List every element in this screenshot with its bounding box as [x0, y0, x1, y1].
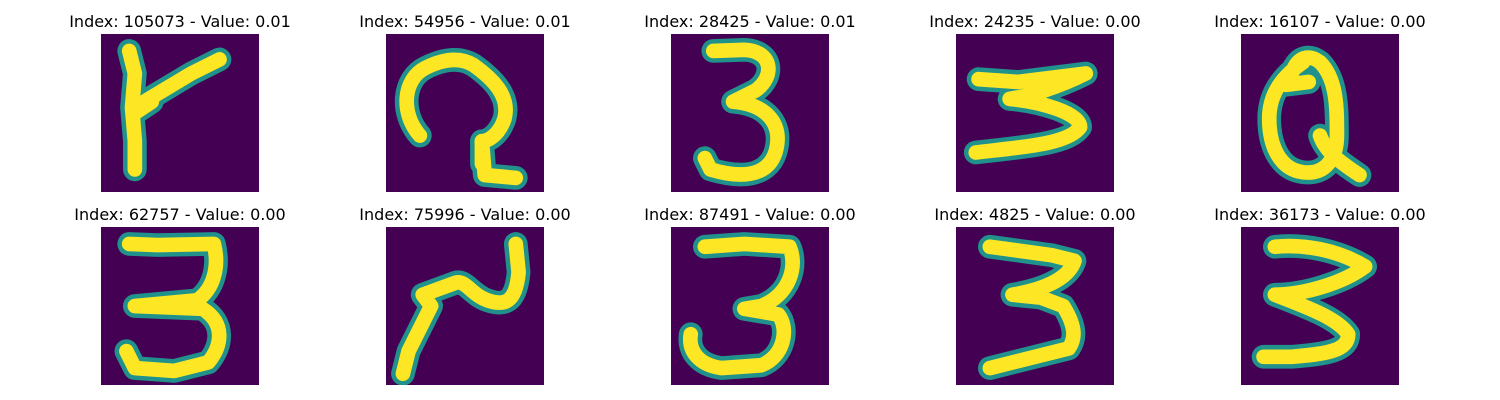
- panel-title: Index: 54956 - Value: 0.01: [359, 12, 571, 31]
- stroke-core: [968, 66, 1094, 160]
- digit-image: [671, 34, 829, 192]
- panel-title: Index: 75996 - Value: 0.00: [359, 205, 571, 224]
- digit-image: [1241, 227, 1399, 385]
- panel-title: Index: 36173 - Value: 0.00: [1214, 205, 1426, 224]
- panel-title: Index: 87491 - Value: 0.00: [644, 205, 856, 224]
- stroke-core: [683, 236, 800, 376]
- stroke-core: [1312, 128, 1367, 183]
- stroke-core: [395, 236, 526, 382]
- digit-image: [386, 227, 544, 385]
- digit-image: [1241, 34, 1399, 192]
- stroke-core: [982, 239, 1082, 376]
- stroke-core: [1261, 50, 1345, 180]
- stroke-core: [697, 42, 785, 182]
- stroke-core: [127, 94, 160, 121]
- digit-image: [671, 227, 829, 385]
- digit-image: [956, 34, 1114, 192]
- stroke-core: [119, 236, 227, 379]
- panel-title: Index: 62757 - Value: 0.00: [74, 205, 286, 224]
- stroke-core: [1278, 74, 1317, 93]
- digit-image: [386, 34, 544, 192]
- digit-image: [101, 227, 259, 385]
- panel-title: Index: 28425 - Value: 0.01: [644, 12, 856, 31]
- digit-image: [956, 227, 1114, 385]
- stroke-core: [1256, 238, 1373, 365]
- panel-title: Index: 24235 - Value: 0.00: [929, 12, 1141, 31]
- digit-image: [101, 34, 259, 192]
- panel-title: Index: 105073 - Value: 0.01: [69, 12, 291, 31]
- panel-title: Index: 16107 - Value: 0.00: [1214, 12, 1426, 31]
- panel-title: Index: 4825 - Value: 0.00: [934, 205, 1136, 224]
- stroke-core: [399, 52, 524, 186]
